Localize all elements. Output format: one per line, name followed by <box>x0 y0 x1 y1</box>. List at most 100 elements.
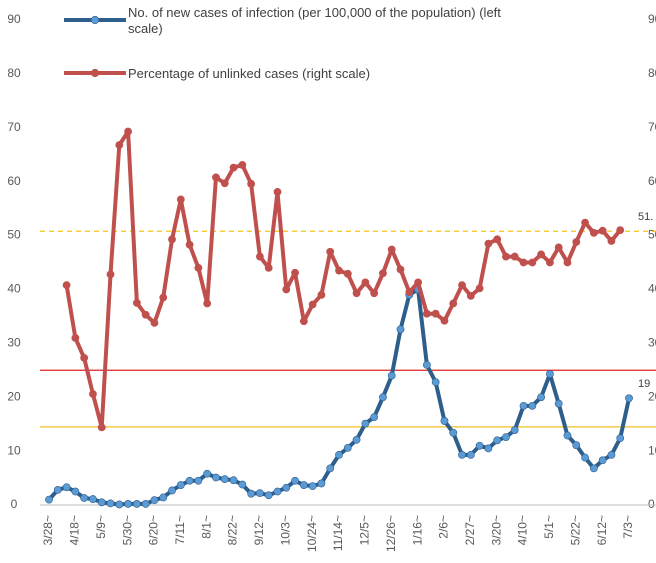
point <box>124 500 132 508</box>
point <box>484 239 493 248</box>
point <box>299 317 308 326</box>
point <box>299 481 308 489</box>
point <box>238 161 247 169</box>
point <box>458 450 466 459</box>
point <box>396 265 405 274</box>
y-tick-label: 10 <box>7 443 21 457</box>
point <box>405 288 414 297</box>
point <box>89 495 97 503</box>
x-tick-label: 10/24~ <box>305 515 319 552</box>
point <box>124 127 132 136</box>
y2-tick-label: 50 <box>648 228 656 242</box>
point <box>607 237 616 245</box>
point <box>282 285 291 294</box>
x-tick-label: 5/22~ <box>568 515 582 545</box>
point <box>572 441 581 450</box>
point <box>168 235 176 244</box>
point <box>132 500 141 508</box>
point <box>554 243 563 252</box>
point <box>581 453 589 462</box>
x-tick-label: 7/3~ <box>621 515 635 539</box>
x-tick-label: 8/22~ <box>226 515 240 545</box>
point <box>625 394 633 403</box>
point <box>256 489 264 498</box>
x-tick-label: 6/20~ <box>147 515 161 545</box>
point <box>89 390 97 398</box>
y2-tick-label: 60 <box>648 174 656 188</box>
annotation: 19 <box>638 378 650 390</box>
point <box>449 299 458 308</box>
point <box>220 475 229 484</box>
point <box>589 228 598 237</box>
legend-marker <box>90 15 100 25</box>
point <box>317 290 326 299</box>
point <box>431 378 440 387</box>
point <box>71 334 80 342</box>
x-tick-label: 3/20~ <box>489 515 503 545</box>
point <box>343 269 352 278</box>
x-tick-label: 5/1~ <box>542 515 556 539</box>
annotation: 51. <box>638 211 653 223</box>
point <box>352 289 361 298</box>
point <box>528 401 537 410</box>
point <box>229 476 238 485</box>
point <box>62 483 71 492</box>
point <box>589 464 598 473</box>
y-tick-label: 40 <box>7 282 21 296</box>
point <box>150 318 159 327</box>
point <box>352 435 361 444</box>
point <box>361 278 370 287</box>
x-tick-label: 8/1~ <box>199 515 213 539</box>
point <box>546 370 554 378</box>
point <box>475 441 484 450</box>
point <box>546 258 554 267</box>
point <box>273 188 282 196</box>
point <box>343 443 352 452</box>
x-tick-label: 2/6~ <box>437 515 451 539</box>
point <box>212 473 220 482</box>
point <box>176 195 185 204</box>
point <box>581 218 589 227</box>
point <box>598 226 607 235</box>
y-tick-label: 20 <box>7 389 21 403</box>
point <box>141 500 150 508</box>
point <box>168 486 176 495</box>
point <box>361 419 370 428</box>
point <box>80 353 89 362</box>
point <box>264 491 273 500</box>
x-tick-label: 12/26~ <box>384 515 398 552</box>
point <box>466 450 475 459</box>
series-line <box>64 129 622 430</box>
y2-tick-label: 0 <box>648 497 655 511</box>
y-tick-label: 90 <box>7 12 21 26</box>
y2-tick-label: 40 <box>648 282 656 296</box>
point <box>326 247 335 256</box>
point <box>387 245 396 254</box>
point <box>203 299 212 308</box>
point <box>71 487 80 496</box>
point <box>150 496 159 505</box>
point <box>379 269 387 278</box>
legend-marker <box>90 68 100 78</box>
y-tick-label: 30 <box>7 336 21 350</box>
legend-label: Percentage of unlinked cases (right scal… <box>128 66 371 81</box>
point <box>493 235 502 244</box>
point <box>247 179 256 188</box>
point <box>229 163 238 172</box>
point <box>159 493 168 502</box>
point <box>326 464 335 473</box>
point <box>563 431 572 440</box>
point <box>370 413 379 422</box>
point <box>379 393 387 402</box>
point <box>528 258 537 267</box>
x-tick-label: 11/14~ <box>331 515 345 551</box>
point <box>440 316 449 325</box>
y2-tick-label: 10 <box>648 443 656 457</box>
point <box>537 250 546 259</box>
x-tick-label: 12/5~ <box>358 515 372 545</box>
y2-tick-label: 80 <box>648 66 656 80</box>
point <box>132 299 141 307</box>
point <box>431 309 440 318</box>
